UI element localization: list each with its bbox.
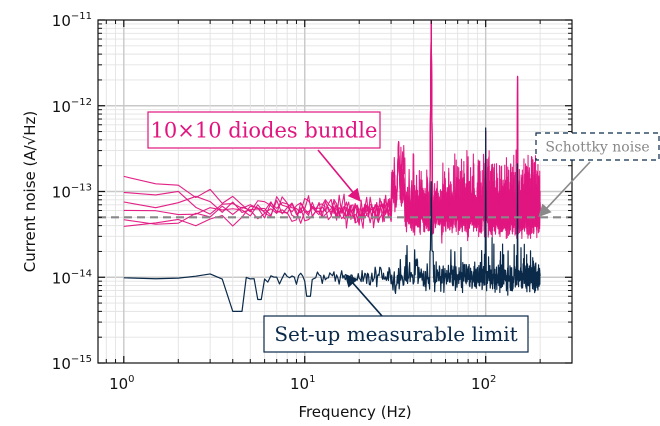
axes: 100 101 102 10−15 10−14 10−13 10−12 10−11 Freque… bbox=[21, 11, 573, 421]
schottky-noise-label-box bbox=[535, 132, 660, 161]
diodes-bundle-arrow bbox=[317, 149, 361, 202]
setup-limit-trace bbox=[123, 127, 541, 312]
plot-area bbox=[98, 20, 572, 312]
y-tick-label: 10−14 bbox=[52, 268, 92, 287]
setup-limit-label-box bbox=[263, 315, 529, 353]
schottky-noise-label: Schottky noise bbox=[535, 132, 660, 161]
setup-limit-label: Set-up measurable limit bbox=[263, 315, 529, 353]
diodes-bundle-label-box bbox=[147, 111, 381, 149]
x-tick-label: 102 bbox=[471, 374, 496, 393]
schottky-noise-arrow bbox=[538, 161, 591, 218]
annotations: 10×10 diodes bundle Set-up measurable lim… bbox=[147, 111, 660, 353]
y-tick-label: 10−15 bbox=[52, 354, 92, 373]
setup-limit-label-text: Set-up measurable limit bbox=[274, 322, 517, 346]
x-tick-label: 101 bbox=[290, 374, 315, 393]
diodes-bundle-label: 10×10 diodes bundle bbox=[147, 111, 381, 149]
schottky-noise-label-text: Schottky noise bbox=[545, 139, 649, 155]
setup-limit-arrow bbox=[344, 273, 383, 317]
y-tick-label: 10−11 bbox=[52, 11, 92, 30]
y-tick-label: 10−13 bbox=[52, 183, 92, 202]
y-axis-title: Current noise (A/√Hz) bbox=[21, 111, 39, 273]
diodes-bundle-label-text: 10×10 diodes bundle bbox=[151, 118, 378, 142]
x-axis-title: Frequency (Hz) bbox=[298, 403, 411, 421]
y-tick-label: 10−12 bbox=[52, 97, 92, 116]
x-tick-label: 100 bbox=[109, 374, 134, 393]
